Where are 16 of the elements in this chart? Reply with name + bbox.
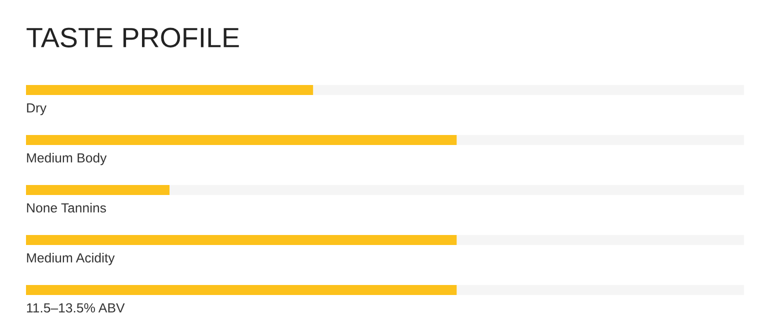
bar [313,85,744,95]
bar [26,135,457,145]
bar [456,135,744,145]
bar [26,85,314,95]
y-tick-label: 11.5–13.5% ABV [27,303,125,313]
chart-title: TASTE PROFILE [26,28,239,48]
bar [456,235,744,245]
bar [170,185,744,195]
y-tick-label: Dry [27,103,46,116]
bar [26,185,170,195]
y-tick-label: None Tannins [27,202,106,213]
bar [26,285,457,295]
y-tick-label: Medium Body [27,152,107,166]
bar [26,235,457,245]
y-tick-label: Medium Acidity [27,252,115,266]
bar [456,285,744,295]
